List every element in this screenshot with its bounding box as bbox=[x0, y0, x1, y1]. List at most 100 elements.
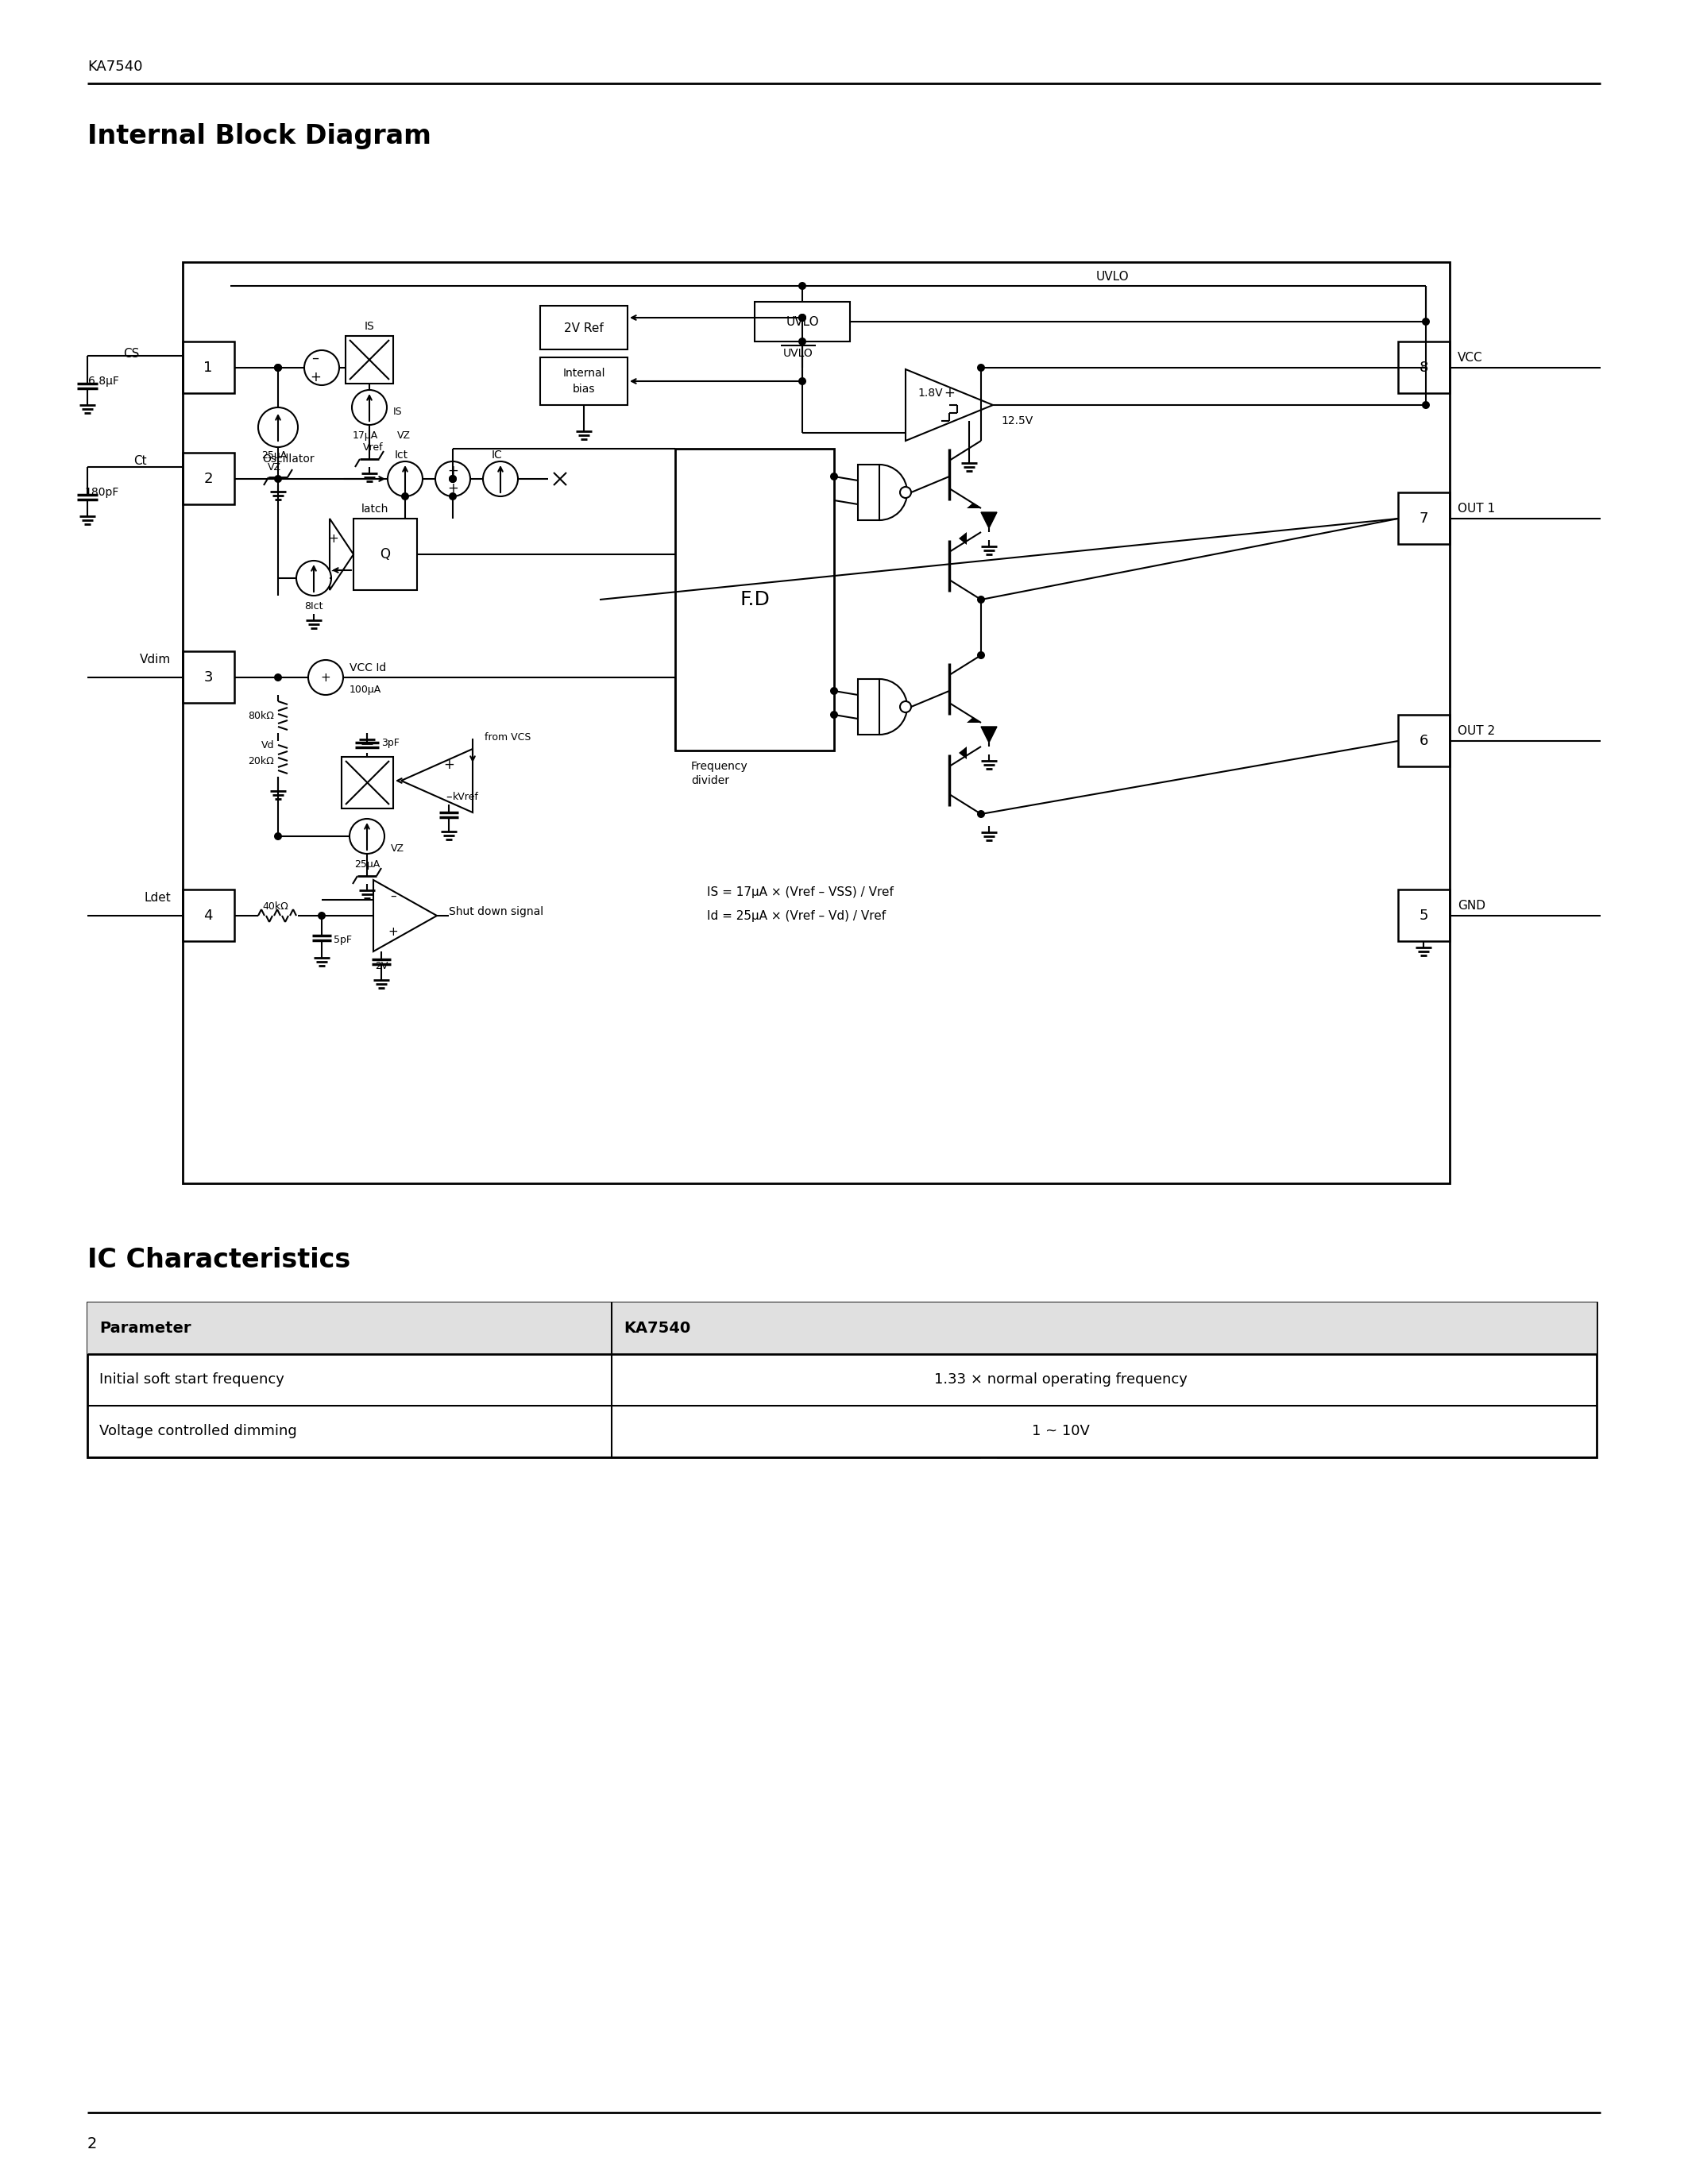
Text: 17µA: 17µA bbox=[353, 430, 378, 441]
Circle shape bbox=[977, 596, 986, 603]
Text: 6.8µF: 6.8µF bbox=[88, 376, 120, 387]
Text: IC Characteristics: IC Characteristics bbox=[88, 1247, 351, 1273]
Circle shape bbox=[977, 651, 986, 660]
Text: –: – bbox=[446, 791, 452, 802]
Circle shape bbox=[830, 710, 837, 719]
Text: 100µA: 100µA bbox=[349, 684, 381, 695]
Circle shape bbox=[317, 911, 326, 919]
Circle shape bbox=[388, 461, 422, 496]
Circle shape bbox=[436, 461, 471, 496]
Bar bbox=[1398, 341, 1450, 393]
Text: UVLO: UVLO bbox=[783, 347, 814, 358]
Text: 25µA: 25µA bbox=[262, 450, 287, 461]
Text: kVref: kVref bbox=[452, 791, 479, 802]
Text: Q: Q bbox=[380, 548, 390, 561]
Circle shape bbox=[449, 491, 457, 500]
Text: 8: 8 bbox=[1420, 360, 1428, 376]
Bar bbox=[182, 889, 235, 941]
Text: bias: bias bbox=[572, 384, 596, 395]
Text: 5: 5 bbox=[1420, 909, 1428, 924]
Polygon shape bbox=[959, 533, 967, 544]
Circle shape bbox=[258, 408, 297, 448]
Text: +: + bbox=[447, 480, 459, 496]
Circle shape bbox=[483, 461, 518, 496]
Text: 3pF: 3pF bbox=[381, 738, 400, 747]
Text: OUT 2: OUT 2 bbox=[1458, 725, 1496, 736]
Text: 2: 2 bbox=[88, 2136, 98, 2151]
Text: Shut down signal: Shut down signal bbox=[449, 906, 544, 917]
Polygon shape bbox=[967, 716, 981, 723]
Circle shape bbox=[309, 660, 343, 695]
Circle shape bbox=[449, 474, 457, 483]
Polygon shape bbox=[959, 747, 967, 760]
Text: 6: 6 bbox=[1420, 734, 1428, 749]
Text: 20kΩ: 20kΩ bbox=[248, 756, 273, 767]
Text: IS: IS bbox=[365, 321, 375, 332]
Circle shape bbox=[830, 472, 837, 480]
Text: +: + bbox=[329, 533, 339, 544]
Circle shape bbox=[977, 810, 986, 819]
Text: 2V Ref: 2V Ref bbox=[564, 321, 604, 334]
Bar bbox=[182, 452, 235, 505]
Circle shape bbox=[1421, 317, 1430, 325]
Text: +: + bbox=[311, 369, 321, 384]
Text: VZ: VZ bbox=[397, 430, 410, 441]
Text: –: – bbox=[390, 889, 397, 902]
Text: OUT 1: OUT 1 bbox=[1458, 502, 1496, 513]
Polygon shape bbox=[402, 749, 473, 812]
Polygon shape bbox=[981, 727, 998, 743]
Circle shape bbox=[273, 365, 282, 371]
Text: Oscillator: Oscillator bbox=[262, 454, 314, 465]
Text: Internal: Internal bbox=[562, 367, 604, 378]
Text: +: + bbox=[447, 463, 459, 478]
Bar bbox=[182, 651, 235, 703]
Bar bbox=[540, 358, 628, 404]
Circle shape bbox=[830, 688, 837, 695]
Text: UVLO: UVLO bbox=[787, 317, 819, 328]
Circle shape bbox=[798, 378, 807, 384]
Circle shape bbox=[402, 491, 408, 500]
Bar bbox=[540, 306, 628, 349]
Circle shape bbox=[297, 561, 331, 596]
Text: VCC Id: VCC Id bbox=[349, 662, 387, 673]
Text: VCC: VCC bbox=[1458, 352, 1482, 363]
Polygon shape bbox=[981, 513, 998, 529]
Text: Id = 25μA × (Vref – Vd) / Vref: Id = 25μA × (Vref – Vd) / Vref bbox=[707, 911, 886, 922]
Circle shape bbox=[798, 282, 807, 290]
Bar bbox=[88, 1302, 1597, 1354]
Text: Parameter: Parameter bbox=[100, 1321, 191, 1334]
Text: latch: latch bbox=[361, 505, 388, 515]
Circle shape bbox=[798, 314, 807, 321]
Text: from VCS: from VCS bbox=[484, 732, 532, 743]
Text: 1 ~ 10V: 1 ~ 10V bbox=[1031, 1424, 1089, 1439]
Bar bbox=[346, 336, 393, 384]
Text: VZ: VZ bbox=[392, 843, 405, 854]
Text: 2: 2 bbox=[204, 472, 213, 487]
Text: +: + bbox=[321, 670, 331, 684]
Text: 25µA: 25µA bbox=[354, 858, 380, 869]
Text: Initial soft start frequency: Initial soft start frequency bbox=[100, 1372, 284, 1387]
Text: IS = 17μA × (Vref – VSS) / Vref: IS = 17μA × (Vref – VSS) / Vref bbox=[707, 887, 893, 898]
Text: Vref: Vref bbox=[363, 441, 383, 452]
Bar bbox=[353, 518, 417, 590]
Polygon shape bbox=[329, 518, 353, 590]
Text: 3: 3 bbox=[204, 670, 213, 684]
Circle shape bbox=[349, 819, 385, 854]
Text: –: – bbox=[331, 563, 336, 577]
Text: CS: CS bbox=[123, 347, 138, 360]
Text: KA7540: KA7540 bbox=[623, 1321, 690, 1334]
Text: 40kΩ: 40kΩ bbox=[262, 902, 289, 911]
Circle shape bbox=[273, 365, 282, 371]
Text: Vd: Vd bbox=[262, 740, 273, 749]
Text: +: + bbox=[388, 926, 398, 937]
Bar bbox=[1398, 714, 1450, 767]
Bar bbox=[858, 679, 879, 734]
Text: 180pF: 180pF bbox=[84, 487, 120, 498]
Circle shape bbox=[273, 673, 282, 681]
Text: Ldet: Ldet bbox=[143, 891, 170, 904]
Text: IC: IC bbox=[491, 450, 501, 461]
Bar bbox=[1398, 491, 1450, 544]
Circle shape bbox=[798, 339, 807, 345]
Text: 80kΩ: 80kΩ bbox=[248, 710, 273, 721]
Text: +: + bbox=[444, 758, 454, 771]
